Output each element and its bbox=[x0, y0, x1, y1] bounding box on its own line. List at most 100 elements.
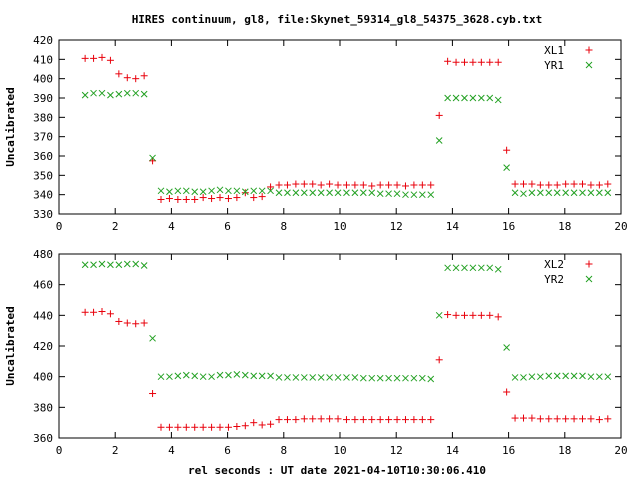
data-point bbox=[326, 180, 334, 188]
data-point bbox=[469, 311, 477, 319]
x-tick-label: 16 bbox=[502, 444, 515, 457]
data-point bbox=[351, 374, 359, 381]
data-point bbox=[233, 423, 241, 430]
x-tick-label: 2 bbox=[112, 444, 119, 457]
data-point bbox=[174, 423, 182, 431]
data-point bbox=[579, 415, 587, 423]
data-point bbox=[587, 373, 595, 381]
y-tick-label: 330 bbox=[33, 208, 53, 221]
data-point bbox=[250, 194, 258, 202]
top-panel: 330 340 350 360 370 380 390 400 410 420 0 2 4 6 8 10 12 1… bbox=[4, 34, 628, 233]
data-point bbox=[81, 261, 89, 269]
data-point bbox=[579, 189, 586, 197]
x-tick-label: 4 bbox=[168, 220, 175, 233]
data-point bbox=[157, 373, 165, 381]
data-point bbox=[284, 374, 291, 381]
data-point bbox=[317, 374, 325, 381]
plot-frame bbox=[58, 39, 622, 215]
data-point bbox=[562, 180, 570, 188]
data-point bbox=[435, 111, 443, 119]
data-point bbox=[90, 308, 98, 316]
data-point bbox=[553, 415, 561, 423]
data-point bbox=[216, 186, 224, 194]
data-point bbox=[385, 416, 393, 424]
data-point bbox=[334, 374, 342, 381]
data-point bbox=[283, 181, 291, 189]
data-point bbox=[166, 188, 173, 196]
data-point bbox=[300, 189, 308, 197]
data-point bbox=[334, 189, 342, 197]
x-tick-label: 12 bbox=[390, 220, 403, 233]
data-point bbox=[519, 180, 527, 188]
data-point bbox=[351, 181, 359, 189]
data-point bbox=[545, 181, 553, 189]
data-point bbox=[503, 164, 510, 171]
x-tick-label: 18 bbox=[558, 220, 571, 233]
data-point bbox=[427, 181, 435, 189]
data-point bbox=[292, 416, 300, 424]
data-point bbox=[486, 94, 494, 102]
data-point bbox=[326, 374, 333, 381]
data-point bbox=[376, 190, 384, 198]
data-point bbox=[275, 181, 283, 189]
data-point bbox=[191, 423, 199, 431]
data-point bbox=[587, 181, 595, 189]
data-point bbox=[528, 373, 536, 381]
x-tick-label: 0 bbox=[56, 444, 63, 457]
data-point bbox=[267, 372, 274, 380]
data-point bbox=[208, 195, 216, 203]
legend-marker bbox=[585, 260, 593, 268]
data-point bbox=[275, 374, 283, 381]
data-point bbox=[90, 89, 97, 97]
data-point bbox=[570, 415, 578, 423]
data-point bbox=[452, 311, 460, 319]
data-point bbox=[545, 189, 553, 197]
data-point bbox=[115, 317, 123, 325]
data-point bbox=[536, 181, 544, 189]
data-point bbox=[486, 58, 494, 66]
data-point bbox=[233, 371, 241, 378]
data-point bbox=[174, 372, 182, 380]
data-point bbox=[452, 264, 460, 272]
data-point bbox=[435, 356, 443, 364]
data-point bbox=[165, 195, 173, 203]
data-point bbox=[452, 94, 460, 102]
data-point bbox=[536, 189, 544, 197]
data-point bbox=[292, 189, 300, 197]
data-point bbox=[191, 188, 199, 196]
x-tick-label: 20 bbox=[614, 220, 627, 233]
data-point bbox=[115, 261, 123, 269]
y-tick-label: 400 bbox=[33, 371, 53, 384]
chart-title: HIRES continuum, gl8, file:Skynet_59314_… bbox=[132, 13, 543, 26]
data-point bbox=[435, 311, 443, 319]
data-point bbox=[258, 193, 266, 201]
data-point bbox=[241, 189, 249, 197]
data-point bbox=[250, 187, 258, 195]
x-tick-label: 8 bbox=[280, 220, 287, 233]
data-point bbox=[123, 74, 131, 82]
data-point bbox=[317, 415, 325, 423]
y-tick-label: 480 bbox=[33, 248, 53, 261]
data-point bbox=[528, 189, 536, 197]
data-point bbox=[444, 264, 451, 272]
data-point bbox=[385, 181, 393, 189]
data-point bbox=[224, 423, 232, 431]
data-point bbox=[427, 375, 435, 383]
data-point bbox=[182, 187, 190, 195]
data-point bbox=[553, 372, 561, 380]
data-point bbox=[241, 188, 249, 196]
x-tick-label: 10 bbox=[333, 220, 346, 233]
data-point bbox=[250, 419, 258, 427]
data-point bbox=[503, 388, 511, 396]
data-point bbox=[90, 54, 98, 62]
data-point bbox=[604, 180, 612, 188]
data-point bbox=[106, 56, 114, 64]
data-point bbox=[579, 372, 586, 380]
data-point bbox=[326, 415, 334, 423]
data-point bbox=[460, 311, 468, 319]
data-point bbox=[132, 260, 140, 268]
data-point bbox=[343, 189, 350, 197]
x-tick-label: 0 bbox=[56, 220, 63, 233]
data-point bbox=[140, 262, 148, 269]
data-point bbox=[258, 372, 266, 380]
